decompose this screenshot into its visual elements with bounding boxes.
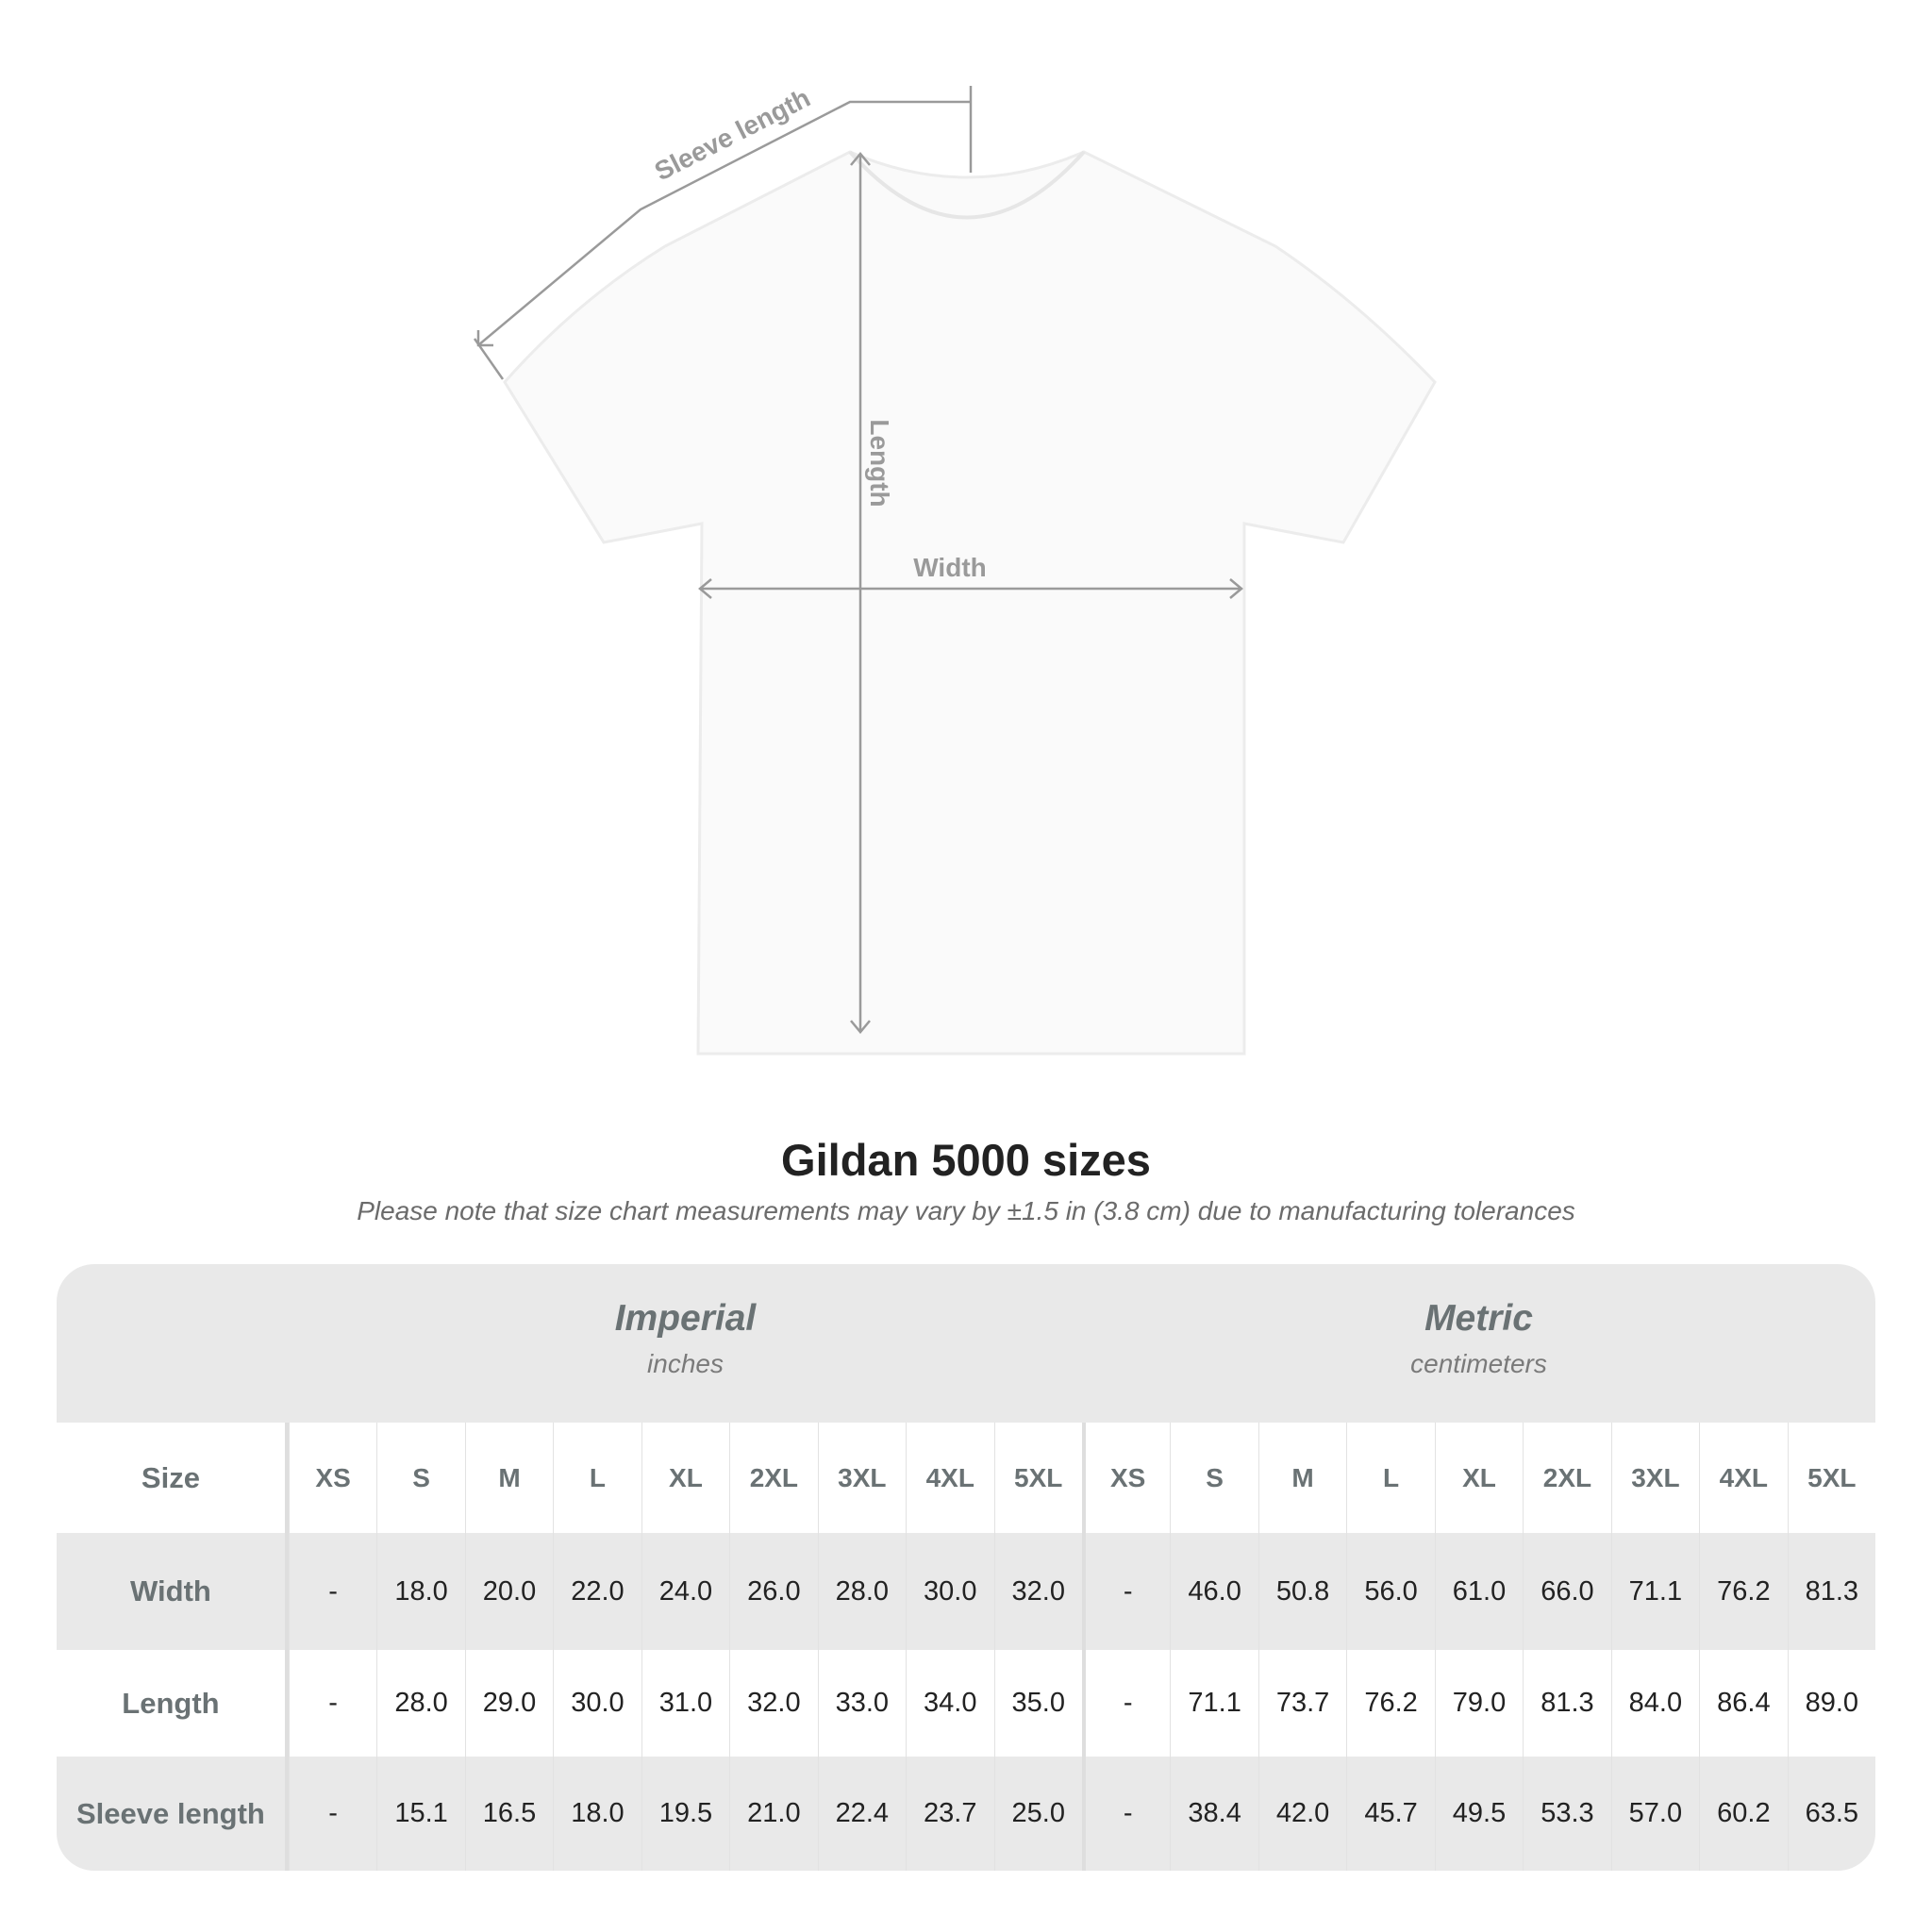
metric-value-cell: 86.4 [1699,1650,1787,1757]
metric-value-cell: 71.1 [1170,1650,1257,1757]
imperial-value-cell: 32.0 [729,1650,817,1757]
imperial-size-xl: XL [641,1423,729,1533]
metric-value-cell: 84.0 [1610,1650,1699,1757]
metric-size-2xl: 2XL [1523,1423,1610,1533]
page-title: Gildan 5000 sizes [781,1135,1151,1185]
imperial-value-cell: 26.0 [729,1533,817,1650]
imperial-value-cell: 31.0 [641,1650,729,1757]
imperial-value-cell: 22.4 [817,1757,906,1871]
imperial-value-cell: 33.0 [817,1650,906,1757]
imperial-value-cell: 30.0 [553,1650,641,1757]
metric-value-cell: 76.2 [1699,1533,1787,1650]
imperial-size-5xl: 5XL [993,1423,1082,1533]
metric-value-cell: 81.3 [1523,1650,1610,1757]
metric-value-cell: 89.0 [1787,1650,1875,1757]
table-row: Sleeve length -15.1 16.5 18.0 19.5 21.0 22.4 23… [57,1757,1875,1871]
metric-size-3xl: 3XL [1610,1423,1699,1533]
metric-value-cell: 46.0 [1170,1533,1257,1650]
metric-value-cell: 81.3 [1787,1533,1875,1650]
tshirt-collar [848,150,1086,220]
tshirt-diagram: Sleeve length Length Width [473,83,1437,1056]
metric-value-cell: 76.2 [1346,1650,1434,1757]
imperial-value-cell: 18.0 [553,1757,641,1871]
table-row: Width -18.0 20.0 22.0 24.0 26.0 28.0 30.0 32.0-4… [57,1533,1875,1650]
width-label: Width [913,553,987,582]
metric-value-cell: 49.5 [1434,1757,1523,1871]
imperial-unit: inches [647,1349,724,1378]
tshirt-shape [503,150,1437,1056]
metric-value-cell: - [1081,1650,1170,1757]
size-header-row: Size XS S M L XL 2XL 3XL 4XL 5XL XS S M L XL 2XL 3XL 4XL… [57,1423,1875,1533]
imperial-value-cell: 28.0 [817,1533,906,1650]
imperial-title: Imperial [614,1298,757,1339]
imperial-value-cell: 25.0 [993,1757,1082,1871]
metric-value-cell: 66.0 [1523,1533,1610,1650]
metric-value-cell: 63.5 [1787,1757,1875,1871]
metric-value-cell: 38.4 [1170,1757,1257,1871]
metric-value-cell: 60.2 [1699,1757,1787,1871]
metric-title: Metric [1424,1298,1533,1339]
length-label: Length [865,419,894,507]
metric-size-s: S [1170,1423,1257,1533]
metric-value-cell: 56.0 [1346,1533,1434,1650]
table-row: Length -28.0 29.0 30.0 31.0 32.0 33.0 34.0 35.0-… [57,1650,1875,1757]
imperial-value-cell: 19.5 [641,1757,729,1871]
metric-size-4xl: 4XL [1699,1423,1787,1533]
imperial-value-cell: 21.0 [729,1757,817,1871]
imperial-size-l: L [553,1423,641,1533]
imperial-value-cell: 32.0 [993,1533,1082,1650]
metric-value-cell: 57.0 [1610,1757,1699,1871]
imperial-size-3xl: 3XL [817,1423,906,1533]
imperial-value-cell: 18.0 [376,1533,464,1650]
imperial-value-cell: 35.0 [993,1650,1082,1757]
metric-size-xs: XS [1081,1423,1170,1533]
imperial-value-cell: 30.0 [906,1533,993,1650]
imperial-size-m: M [464,1423,553,1533]
metric-value-cell: 79.0 [1434,1650,1523,1757]
imperial-value-cell: 24.0 [641,1533,729,1650]
imperial-value-cell: 20.0 [464,1533,553,1650]
sleeve-length-label: Sleeve length [650,83,815,187]
imperial-value-cell: 23.7 [906,1757,993,1871]
imperial-value-cell: - [288,1757,376,1871]
metric-value-cell: 71.1 [1610,1533,1699,1650]
imperial-value-cell: - [288,1650,376,1757]
metric-header: Metric centimeters [1082,1264,1875,1423]
metric-value-cell: - [1081,1757,1170,1871]
metric-value-cell: 50.8 [1257,1533,1346,1650]
metric-value-cell: 73.7 [1257,1650,1346,1757]
imperial-size-4xl: 4XL [906,1423,993,1533]
imperial-value-cell: 15.1 [376,1757,464,1871]
imperial-value-cell: 29.0 [464,1650,553,1757]
size-label: Size [57,1423,289,1533]
imperial-header: Imperial inches [289,1264,1082,1423]
imperial-value-cell: 34.0 [906,1650,993,1757]
imperial-value-cell: 28.0 [376,1650,464,1757]
imperial-size-xs: XS [288,1423,376,1533]
imperial-value-cell: - [288,1533,376,1650]
imperial-size-s: S [376,1423,464,1533]
metric-value-cell: - [1081,1533,1170,1650]
metric-size-l: L [1346,1423,1434,1533]
row-label: Length [57,1650,289,1757]
metric-size-xl: XL [1434,1423,1523,1533]
metric-value-cell: 45.7 [1346,1757,1434,1871]
row-label: Sleeve length [57,1757,289,1871]
tolerance-note: Please note that size chart measurements… [357,1196,1575,1225]
imperial-value-cell: 22.0 [553,1533,641,1650]
metric-unit: centimeters [1410,1349,1547,1378]
imperial-size-2xl: 2XL [729,1423,817,1533]
imperial-value-cell: 16.5 [464,1757,553,1871]
metric-value-cell: 53.3 [1523,1757,1610,1871]
row-label: Width [57,1533,289,1650]
size-table: Imperial inches Metric centimeters Size … [57,1264,1875,1871]
sleeve-length-arrow [477,100,971,346]
metric-value-cell: 61.0 [1434,1533,1523,1650]
metric-value-cell: 42.0 [1257,1757,1346,1871]
metric-size-m: M [1257,1423,1346,1533]
metric-size-5xl: 5XL [1787,1423,1875,1533]
